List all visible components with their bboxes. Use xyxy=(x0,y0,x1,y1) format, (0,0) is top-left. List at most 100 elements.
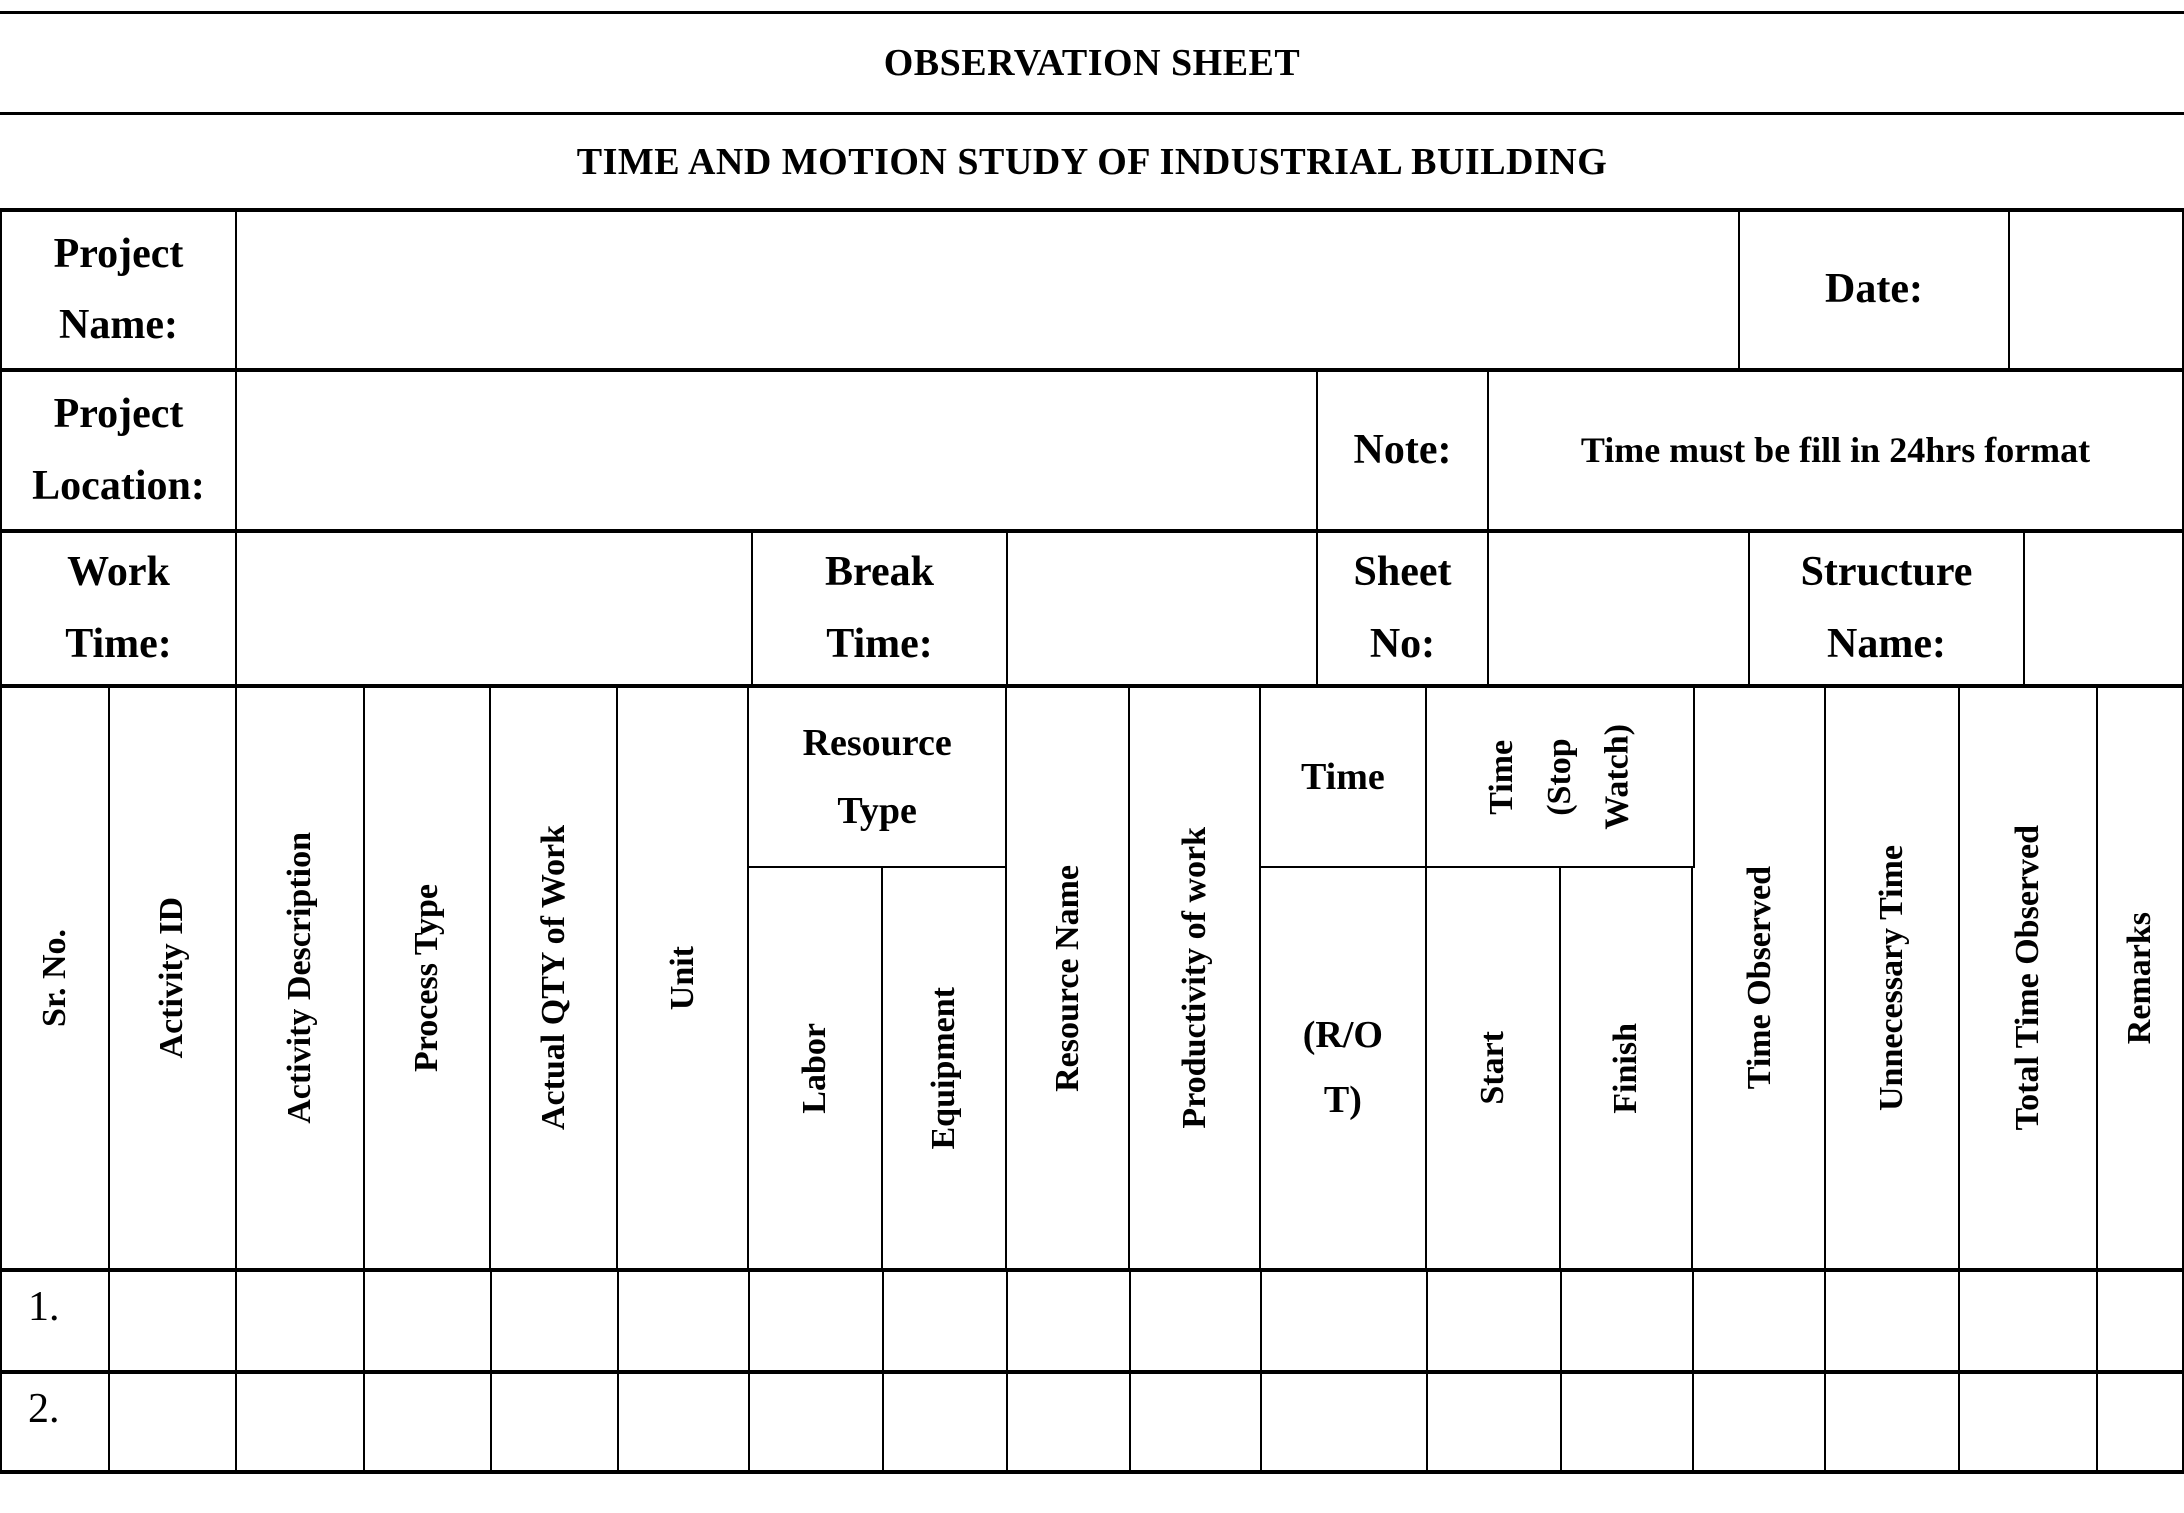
fill-cell-remarks[interactable] xyxy=(2098,1374,2184,1470)
fill-cell-rot[interactable] xyxy=(1262,1272,1428,1370)
sheet-subtitle: TIME AND MOTION STUDY OF INDUSTRIAL BUIL… xyxy=(576,140,1608,183)
sheet-no-value-cell[interactable] xyxy=(1489,533,1750,684)
col-header-time-observed-label: Time Observed xyxy=(1740,866,1778,1090)
fill-cell-process-type[interactable] xyxy=(365,1272,492,1370)
fill-cell-resource-name[interactable] xyxy=(1008,1374,1131,1470)
col-header-total-time-observed: Total Time Observed xyxy=(1960,688,2099,1268)
col-header-start-label: Start xyxy=(1473,1031,1511,1105)
fill-cell-finish[interactable] xyxy=(1562,1374,1694,1470)
fill-cell-start[interactable] xyxy=(1428,1374,1562,1470)
fill-cell-activity-description[interactable] xyxy=(237,1272,365,1370)
project-name-row: Project Name: Date: xyxy=(0,212,2184,372)
col-header-actual-qty: Actual QTY of Work xyxy=(491,688,619,1268)
fill-cell-unit[interactable] xyxy=(619,1374,750,1470)
col-header-resource-name-label: Resource Name xyxy=(1048,864,1086,1092)
fill-cell-rot[interactable] xyxy=(1262,1374,1428,1470)
work-time-row: Work Time: Break Time: Sheet No: Structu… xyxy=(0,533,2184,688)
fill-cell-unit[interactable] xyxy=(619,1272,750,1370)
col-header-productivity-label: Productivity of work xyxy=(1175,827,1213,1129)
resource-type-group: Resource Type Labor Equipment xyxy=(749,688,1008,1268)
col-header-activity-description: Activity Description xyxy=(237,688,365,1268)
time-subcolumns: (R/O T) xyxy=(1261,868,1427,1268)
project-location-row: Project Location: Note: Time must be fil… xyxy=(0,372,2184,533)
col-header-equipment: Equipment xyxy=(883,868,1008,1268)
fill-cell-labor[interactable] xyxy=(750,1272,884,1370)
resource-type-subcolumns: Labor Equipment xyxy=(749,868,1008,1268)
col-header-finish-label: Finish xyxy=(1606,1022,1644,1114)
col-header-finish: Finish xyxy=(1561,868,1693,1268)
fill-cell-process-type[interactable] xyxy=(365,1374,492,1470)
project-location-label: Project Location: xyxy=(2,372,237,529)
col-header-time: Time xyxy=(1260,688,1427,868)
date-label: Date: xyxy=(1740,212,2010,368)
sheet-title: OBSERVATION SHEET xyxy=(883,42,1301,84)
fill-cell-unnecessary-time[interactable] xyxy=(1826,1374,1960,1470)
project-name-value-cell[interactable] xyxy=(237,212,1740,368)
col-header-total-time-observed-label: Total Time Observed xyxy=(2009,825,2047,1131)
note-text: Time must be fill in 24hrs format xyxy=(1489,372,2184,529)
table-row: 2. xyxy=(0,1374,2184,1474)
col-header-productivity: Productivity of work xyxy=(1130,688,1261,1268)
col-header-process-type: Process Type xyxy=(365,688,492,1268)
fill-cell-resource-name[interactable] xyxy=(1008,1272,1131,1370)
col-header-unnecessary-time: Unnecessary Time xyxy=(1826,688,1961,1268)
row-number: 2. xyxy=(2,1374,110,1470)
col-header-equipment-label: Equipment xyxy=(925,986,963,1150)
sheet-no-label: Sheet No: xyxy=(1318,533,1489,684)
fill-cell-remarks[interactable] xyxy=(2098,1272,2184,1370)
project-name-label: Project Name: xyxy=(2,212,237,368)
col-header-sr-no-label: Sr. No. xyxy=(36,929,74,1027)
fill-cell-actual-qty[interactable] xyxy=(492,1272,619,1370)
fill-cell-total-time-observed[interactable] xyxy=(1960,1272,2098,1370)
project-location-value-cell[interactable] xyxy=(237,372,1318,529)
fill-cell-activity-description[interactable] xyxy=(237,1374,365,1470)
table-header-row: Sr. No. Activity ID Activity Description… xyxy=(0,688,2184,1272)
col-header-time-observed: Time Observed xyxy=(1695,688,1827,1268)
col-header-activity-id-label: Activity ID xyxy=(153,897,191,1059)
top-margin xyxy=(0,0,2184,11)
fill-cell-finish[interactable] xyxy=(1562,1272,1694,1370)
fill-cell-activity-id[interactable] xyxy=(110,1272,237,1370)
col-header-time-stopwatch-label: Time (Stop Watch) xyxy=(1483,724,1636,830)
fill-cell-total-time-observed[interactable] xyxy=(1960,1374,2098,1470)
structure-name-value-cell[interactable] xyxy=(2025,533,2184,684)
fill-cell-equipment[interactable] xyxy=(884,1272,1008,1370)
date-value-cell[interactable] xyxy=(2010,212,2184,368)
fill-cell-time-observed[interactable] xyxy=(1694,1272,1826,1370)
time-group: Time (R/O T) xyxy=(1260,688,1427,1268)
stopwatch-time-group: Time (Stop Watch) Start Finish xyxy=(1426,688,1695,1268)
col-header-process-type-label: Process Type xyxy=(408,884,446,1072)
row-number: 1. xyxy=(2,1272,110,1370)
fill-cell-productivity[interactable] xyxy=(1131,1374,1262,1470)
table-row: 1. xyxy=(0,1272,2184,1374)
col-header-time-stopwatch: Time (Stop Watch) xyxy=(1426,688,1695,868)
note-label: Note: xyxy=(1318,372,1489,529)
col-header-start: Start xyxy=(1427,868,1561,1268)
fill-cell-time-observed[interactable] xyxy=(1694,1374,1826,1470)
col-header-activity-description-label: Activity Description xyxy=(280,832,318,1124)
col-header-remarks: Remarks xyxy=(2098,688,2184,1268)
break-time-value-cell[interactable] xyxy=(1008,533,1318,684)
col-header-actual-qty-label: Actual QTY of Work xyxy=(534,825,572,1131)
fill-cell-actual-qty[interactable] xyxy=(492,1374,619,1470)
col-header-rot: (R/O T) xyxy=(1261,868,1427,1268)
fill-cell-equipment[interactable] xyxy=(884,1374,1008,1470)
title-row-sub: TIME AND MOTION STUDY OF INDUSTRIAL BUIL… xyxy=(0,115,2184,212)
col-header-activity-id: Activity ID xyxy=(110,688,237,1268)
fill-cell-activity-id[interactable] xyxy=(110,1374,237,1470)
fill-cell-start[interactable] xyxy=(1428,1272,1562,1370)
break-time-label: Break Time: xyxy=(753,533,1008,684)
stopwatch-subcolumns: Start Finish xyxy=(1427,868,1695,1268)
work-time-value-cell[interactable] xyxy=(237,533,753,684)
col-header-unnecessary-time-label: Unnecessary Time xyxy=(1873,844,1911,1111)
col-header-unit-label: Unit xyxy=(663,945,701,1011)
fill-cell-unnecessary-time[interactable] xyxy=(1826,1272,1960,1370)
work-time-label: Work Time: xyxy=(2,533,237,684)
structure-name-label: Structure Name: xyxy=(1750,533,2025,684)
col-header-unit: Unit xyxy=(618,688,750,1268)
fill-cell-productivity[interactable] xyxy=(1131,1272,1262,1370)
title-row-main: OBSERVATION SHEET xyxy=(0,11,2184,115)
col-header-sr-no: Sr. No. xyxy=(2,688,110,1268)
fill-cell-labor[interactable] xyxy=(750,1374,884,1470)
